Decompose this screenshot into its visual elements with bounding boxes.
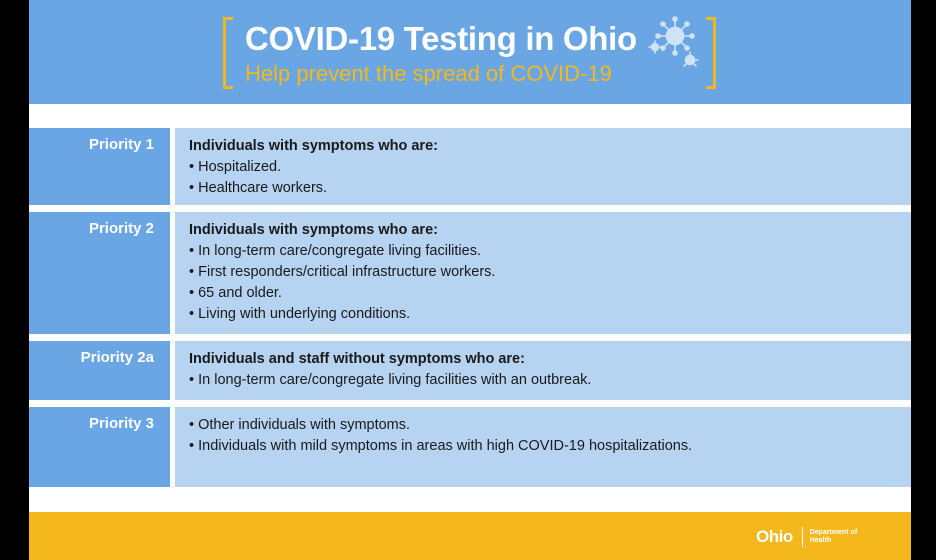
left-bracket [223, 17, 233, 89]
priority-criteria: Individuals and staff without symptoms w… [175, 341, 911, 400]
infographic: COVID-19 Testing in Ohio Help prevent th… [29, 0, 911, 560]
priority-criteria: Other individuals with symptoms. Individ… [175, 407, 911, 487]
priority-row-2a: Priority 2a Individuals and staff withou… [29, 341, 911, 400]
criteria-item: 65 and older. [189, 283, 911, 304]
priority-label: Priority 3 [88, 415, 154, 432]
criteria-heading: Individuals with symptoms who are: [189, 138, 438, 154]
priority-label-cell: Priority 3 [29, 407, 170, 487]
ohio-department-of-health-logo: Ohio Department of Health [756, 525, 870, 549]
priority-criteria: Individuals with symptoms who are: In lo… [175, 212, 911, 334]
logo-wordmark: Ohio [756, 527, 793, 546]
priority-label: Priority 2a [80, 349, 154, 366]
criteria-heading: Individuals and staff without symptoms w… [189, 351, 525, 367]
criteria-item: In long-term care/congregate living faci… [189, 370, 911, 391]
criteria-item: Living with underlying conditions. [189, 304, 911, 325]
logo-divider [801, 527, 803, 547]
criteria-item: Hospitalized. [189, 157, 911, 178]
criteria-item: In long-term care/congregate living faci… [189, 241, 911, 262]
page-subtitle: Help prevent the spread of COVID-19 [245, 61, 612, 86]
logo-department: Department of Health [809, 529, 858, 544]
criteria-heading: Individuals with symptoms who are: [189, 222, 438, 238]
priority-label-cell: Priority 1 [29, 128, 170, 205]
priority-row-1: Priority 1 Individuals with symptoms who… [29, 128, 911, 205]
priority-row-3: Priority 3 Other individuals with sympto… [29, 407, 911, 487]
priority-row-2: Priority 2 Individuals with symptoms who… [29, 212, 911, 334]
page-title: COVID-19 Testing in Ohio [245, 20, 637, 57]
criteria-item: Other individuals with symptoms. [189, 415, 911, 436]
criteria-item: First responders/critical infrastructure… [189, 262, 911, 283]
virus-icon [648, 16, 699, 67]
criteria-item: Healthcare workers. [189, 178, 911, 199]
header-banner: COVID-19 Testing in Ohio Help prevent th… [29, 0, 911, 104]
priority-label: Priority 1 [88, 136, 154, 153]
priority-label-cell: Priority 2 [29, 212, 170, 334]
priority-criteria: Individuals with symptoms who are: Hospi… [175, 128, 911, 205]
right-bracket [706, 17, 716, 89]
footer-banner: Ohio Department of Health [29, 512, 911, 560]
priority-label-cell: Priority 2a [29, 341, 170, 400]
priority-label: Priority 2 [88, 220, 154, 237]
criteria-item: Individuals with mild symptoms in areas … [189, 436, 911, 457]
